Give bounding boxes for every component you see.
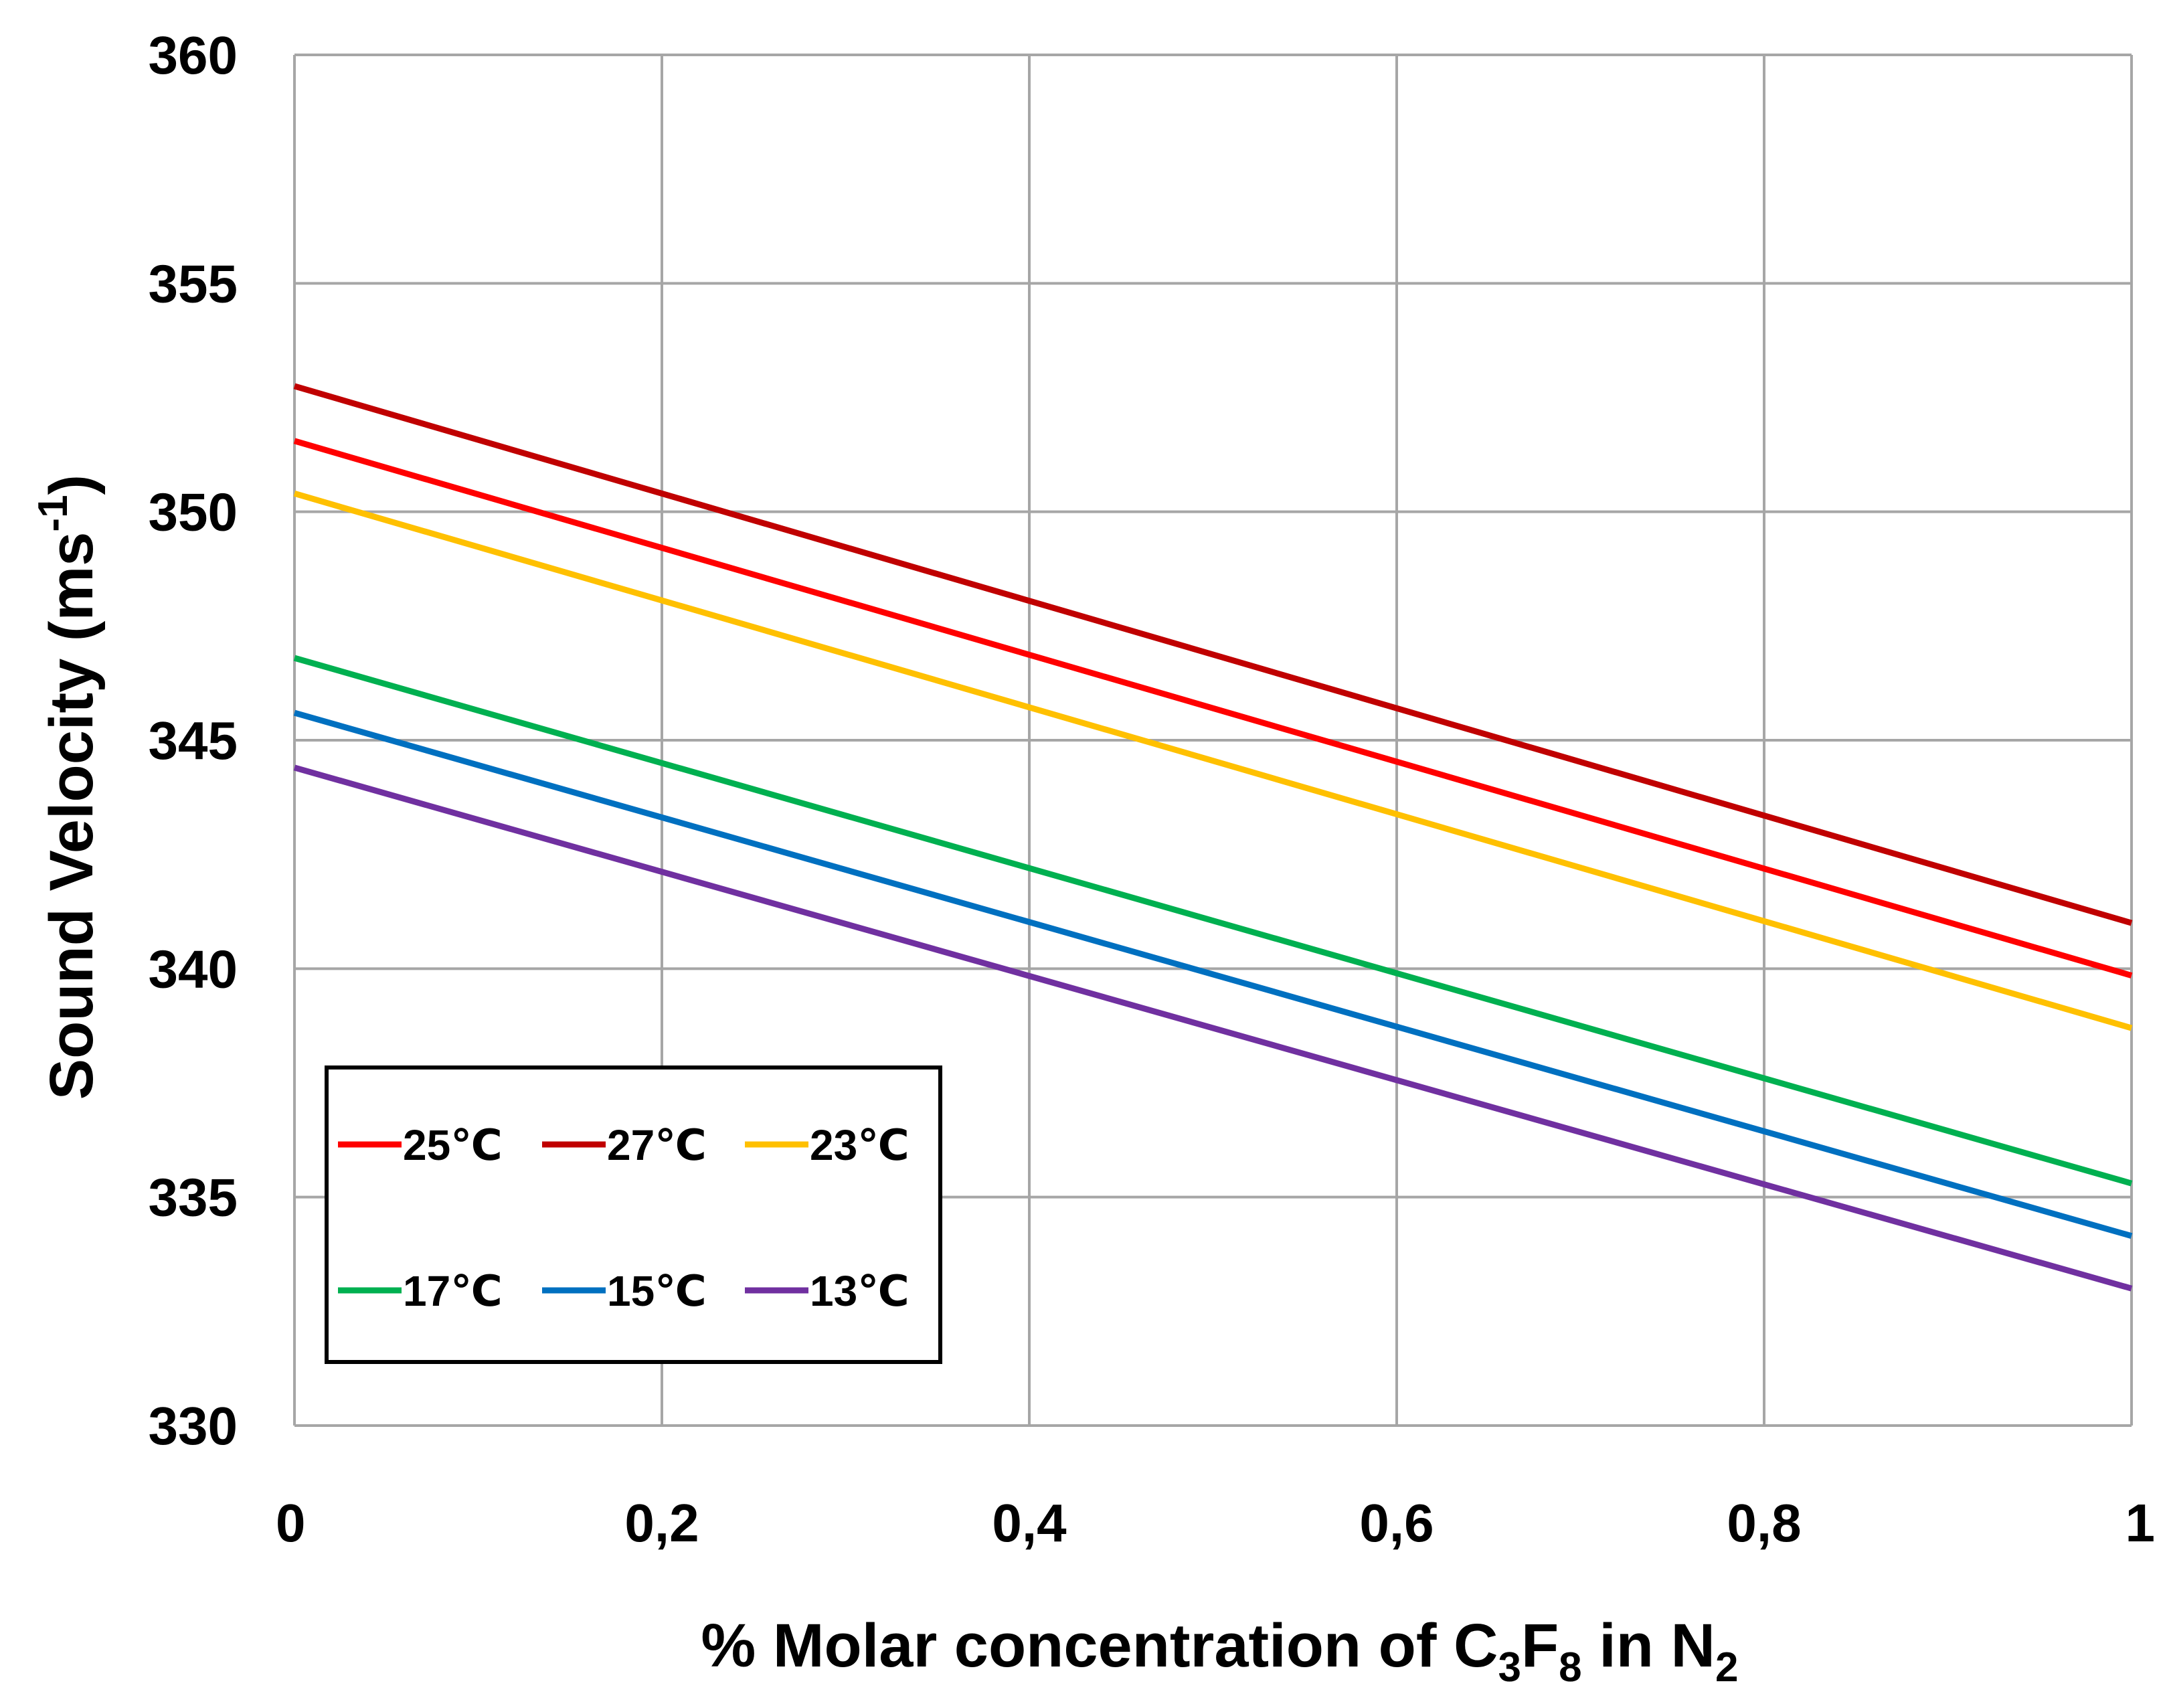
y-tick-label: 340 [149,939,238,999]
series-line [293,709,2133,1240]
series-line [293,764,2133,1292]
series-line [293,383,2133,926]
x-tick-label: 0,4 [992,1493,1067,1553]
series-line [293,438,2133,978]
x-axis-ticks: 0 0,2 0,4 0,6 0,8 1 [276,1493,2155,1553]
x-tick-label: 0,8 [1727,1493,1801,1553]
legend-label: 15℃ [607,1267,707,1315]
series-line [293,655,2133,1187]
y-tick-label: 360 [149,25,238,85]
x-tick-label: 0 [276,1493,306,1553]
legend-label: 27℃ [607,1121,707,1169]
legend-label: 25℃ [403,1121,503,1169]
y-axis-title: Sound Velocity (ms-1) [30,475,106,1100]
y-tick-label: 350 [149,483,238,542]
x-tick-label: 1 [2126,1493,2156,1553]
x-axis-title: % Molar concentration of C3F8 in N2 [701,1612,1739,1691]
y-axis-ticks: 330 335 340 345 350 355 360 [149,25,238,1456]
legend-box [325,1065,942,1364]
x-tick-label: 0,2 [624,1493,699,1553]
series-lines [293,383,2133,1292]
y-tick-label: 355 [149,254,238,313]
legend-label: 13℃ [810,1267,910,1315]
series-line [293,491,2133,1031]
legend-label: 23℃ [810,1121,910,1169]
y-tick-label: 345 [149,711,238,770]
x-tick-label: 0,6 [1359,1493,1434,1553]
legend-label: 17℃ [403,1267,503,1315]
legend: 25℃ 27℃ 23℃ 17℃ 15℃ 13℃ [325,1065,942,1364]
y-tick-label: 335 [149,1168,238,1227]
y-tick-label: 330 [149,1396,238,1456]
